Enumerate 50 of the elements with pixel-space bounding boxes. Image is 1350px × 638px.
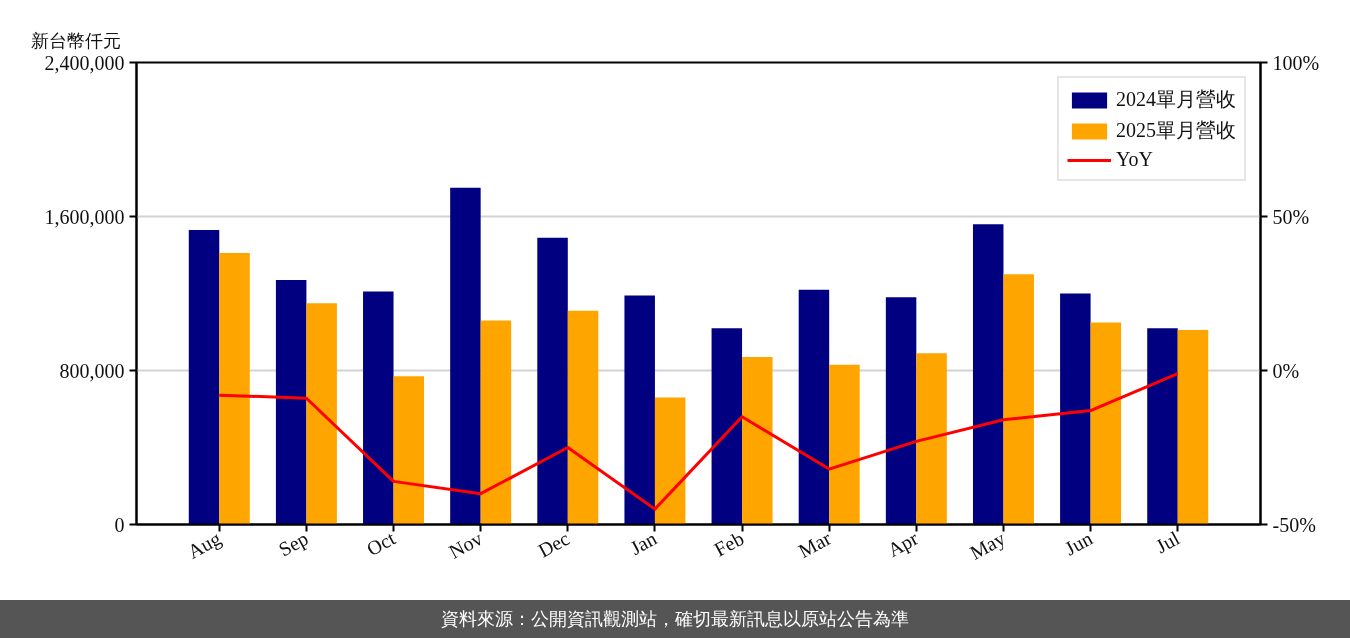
x-tick-label: Dec [534,526,574,562]
x-tick-label: Oct [362,526,400,560]
bar [1003,274,1034,525]
x-tick-label: Nov [445,526,486,563]
x-tick-label: Aug [183,526,226,564]
y-tick-label: 2,400,000 [44,51,125,74]
line-series [217,372,1180,511]
bar [219,253,250,525]
bar [567,310,599,525]
bar [1060,293,1091,525]
bar [393,376,425,525]
x-tick-label: Mar [794,526,835,563]
x-tick-label: Apr [883,526,923,562]
y-tick-label: 800,000 [59,359,125,382]
x-tick-label: Feb [710,526,748,561]
legend-label: 2024單月營收 [1116,87,1236,112]
bar [363,291,394,525]
bar [450,187,481,525]
legend-label: 2025單月營收 [1116,118,1236,143]
bar [916,353,947,525]
y2-tick-label: 100% [1272,51,1320,74]
bar [624,295,655,525]
x-tick-label: Jul [1151,526,1184,558]
bar [711,328,743,525]
y-tick-label: 0 [114,513,125,536]
bar [480,320,512,525]
bar [1090,322,1122,525]
bar [829,364,860,525]
bar [654,397,686,525]
x-tick-label: Jun [1060,526,1096,560]
x-tick-label: May [966,526,1010,565]
bar [972,224,1004,525]
bar [742,357,773,525]
x-tick-label: Sep [274,526,313,562]
bar [537,237,568,525]
bar [885,297,917,525]
bar [188,229,220,525]
legend-label: YoY [1116,148,1153,171]
bar [275,280,307,525]
bar [798,289,830,525]
x-tick-label: Jan [626,526,661,559]
source-note: 資料來源：公開資訊觀測站，確切最新訊息以原站公告為準 [441,607,909,631]
bar [1147,328,1178,525]
y2-tick-label: -50% [1272,513,1316,536]
y-axis-title: 新台幣仟元 [30,29,121,51]
y2-tick-label: 0% [1272,359,1300,382]
y-tick-label: 1,600,000 [44,205,125,228]
y2-tick-label: 50% [1272,205,1310,228]
bar [1177,330,1209,525]
bar [306,303,337,525]
